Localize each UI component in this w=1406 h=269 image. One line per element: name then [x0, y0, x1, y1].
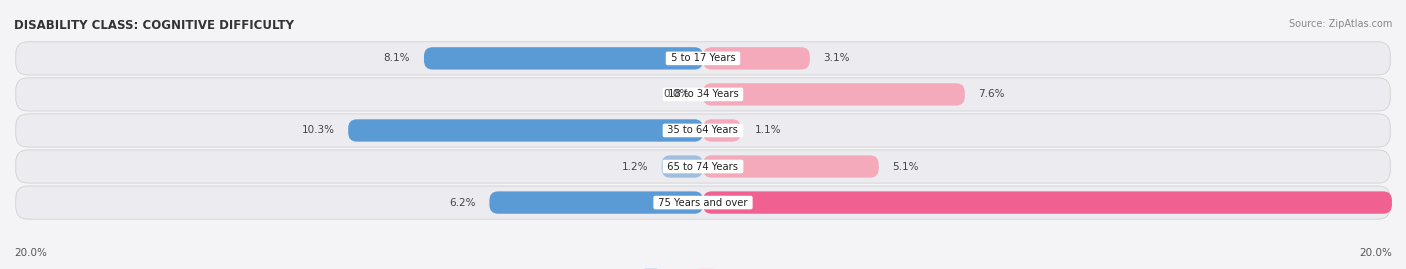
Text: 6.2%: 6.2% — [449, 197, 475, 208]
FancyBboxPatch shape — [662, 155, 703, 178]
FancyBboxPatch shape — [15, 186, 1391, 219]
Text: 65 to 74 Years: 65 to 74 Years — [665, 161, 741, 172]
Text: 10.3%: 10.3% — [301, 125, 335, 136]
Text: 5.1%: 5.1% — [893, 161, 920, 172]
FancyBboxPatch shape — [15, 42, 1391, 75]
FancyBboxPatch shape — [425, 47, 703, 70]
Text: 20.0%: 20.0% — [14, 248, 46, 258]
FancyBboxPatch shape — [703, 47, 810, 70]
FancyBboxPatch shape — [703, 191, 1392, 214]
Text: DISABILITY CLASS: COGNITIVE DIFFICULTY: DISABILITY CLASS: COGNITIVE DIFFICULTY — [14, 19, 294, 32]
Text: 35 to 64 Years: 35 to 64 Years — [665, 125, 741, 136]
Text: 5 to 17 Years: 5 to 17 Years — [668, 53, 738, 63]
Text: 75 Years and over: 75 Years and over — [655, 197, 751, 208]
FancyBboxPatch shape — [703, 83, 965, 106]
Text: 1.1%: 1.1% — [755, 125, 782, 136]
FancyBboxPatch shape — [349, 119, 703, 142]
Text: 18 to 34 Years: 18 to 34 Years — [665, 89, 741, 100]
FancyBboxPatch shape — [703, 119, 741, 142]
Text: 1.2%: 1.2% — [621, 161, 648, 172]
FancyBboxPatch shape — [15, 114, 1391, 147]
Text: 3.1%: 3.1% — [824, 53, 851, 63]
FancyBboxPatch shape — [703, 155, 879, 178]
Text: 8.1%: 8.1% — [384, 53, 411, 63]
FancyBboxPatch shape — [15, 78, 1391, 111]
Text: 20.0%: 20.0% — [1360, 248, 1392, 258]
Text: Source: ZipAtlas.com: Source: ZipAtlas.com — [1288, 19, 1392, 29]
Text: 0.0%: 0.0% — [664, 89, 689, 100]
Legend: Male, Female: Male, Female — [640, 264, 766, 269]
FancyBboxPatch shape — [15, 150, 1391, 183]
Text: 7.6%: 7.6% — [979, 89, 1005, 100]
FancyBboxPatch shape — [489, 191, 703, 214]
